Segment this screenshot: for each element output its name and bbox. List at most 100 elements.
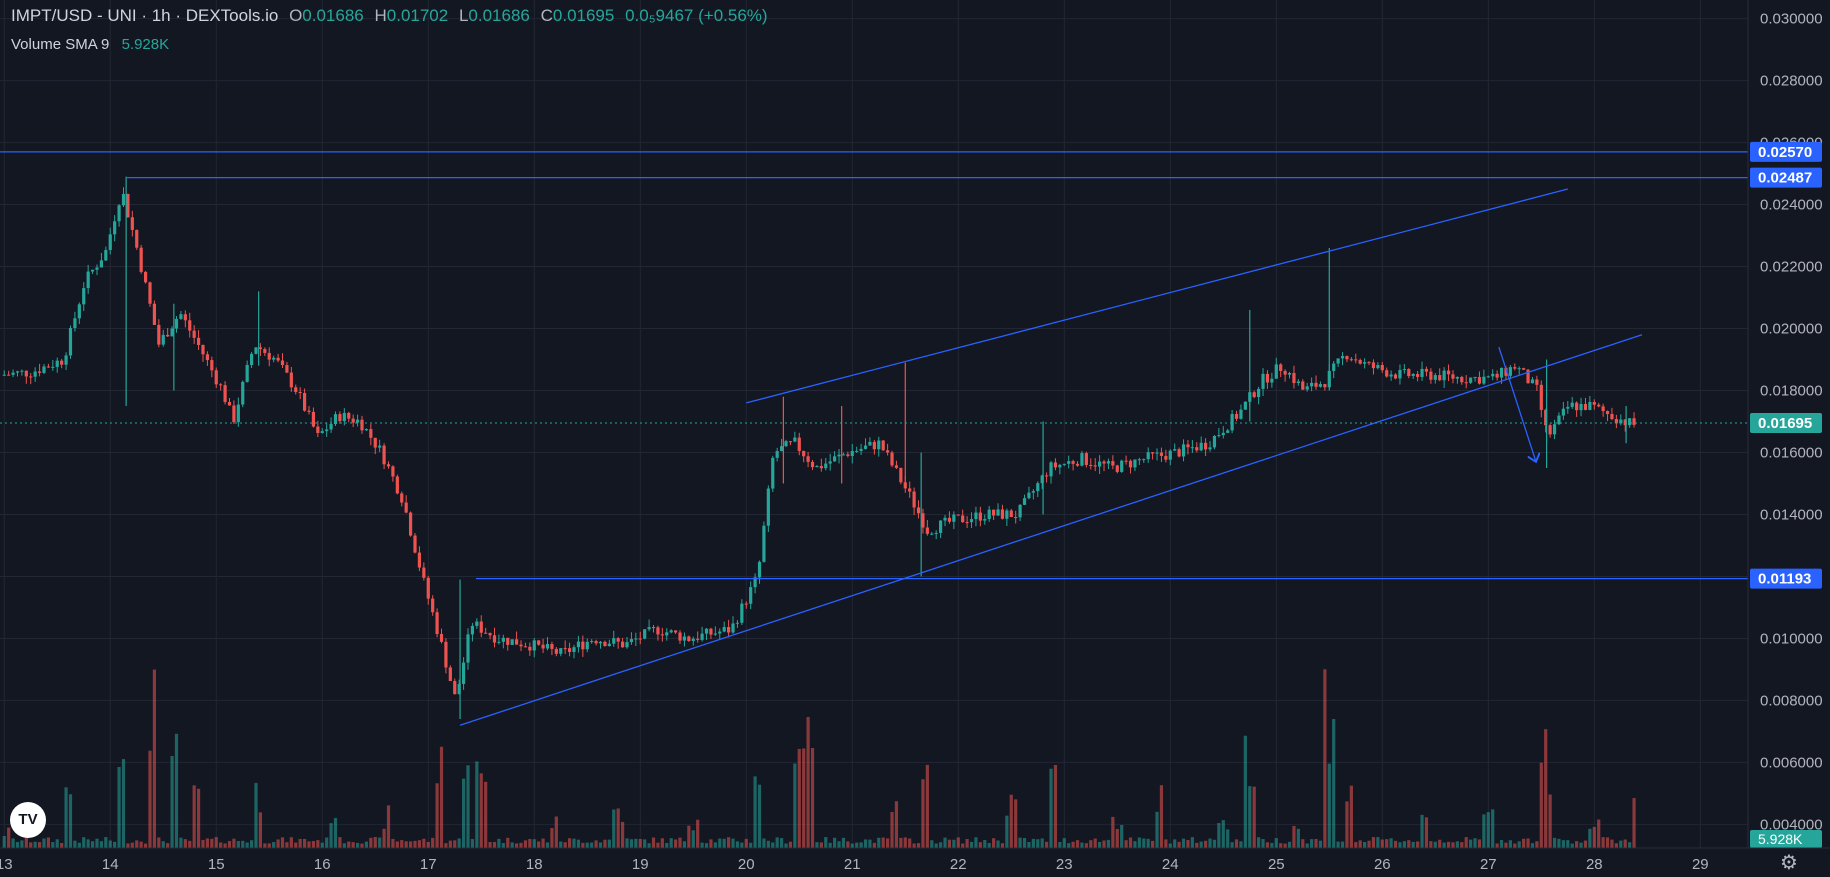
candle-body <box>952 514 956 522</box>
volume-bar <box>1208 838 1212 848</box>
volume-bar <box>1102 840 1106 848</box>
candle-body <box>660 634 664 636</box>
volume-bar <box>1517 841 1521 848</box>
volume-bar <box>475 761 479 848</box>
volume-bar <box>1323 669 1327 848</box>
volume-bar <box>1367 840 1371 848</box>
candle-body <box>1177 449 1181 457</box>
volume-bar <box>1009 794 1013 848</box>
volume-bar <box>625 838 629 848</box>
candle-body <box>1159 452 1164 456</box>
candle-body <box>1323 384 1327 388</box>
volume-bar <box>563 842 567 848</box>
volume-bar <box>797 748 801 848</box>
candle-body <box>528 646 532 651</box>
candle-body <box>1517 368 1521 370</box>
volume-bar <box>1036 839 1040 848</box>
candle-body <box>572 647 576 652</box>
candle-body <box>351 418 355 423</box>
candle-body <box>1296 381 1300 384</box>
candle-body <box>1579 403 1583 411</box>
volume-bar <box>585 842 589 848</box>
candle-body <box>559 648 563 654</box>
candle-body <box>965 522 969 524</box>
volume-bar <box>550 828 554 848</box>
candle-body <box>793 437 797 442</box>
open-value: 0.01686 <box>302 6 364 25</box>
volume-bar <box>205 838 210 848</box>
candle-body <box>1005 510 1009 519</box>
volume-bar <box>1513 843 1517 848</box>
volume-bar <box>232 838 236 848</box>
volume-bar <box>921 779 925 848</box>
candle-body <box>33 371 37 377</box>
volume-bar <box>757 784 762 848</box>
volume-bar <box>775 837 779 848</box>
volume-bar <box>651 837 656 848</box>
volume-sma-value: 5.928K <box>121 36 170 53</box>
candle-body <box>894 465 899 468</box>
settings-gear-icon[interactable]: ⚙ <box>1780 852 1798 874</box>
candle-body <box>484 632 488 634</box>
candle-body <box>439 634 444 642</box>
candle-body <box>1067 461 1071 464</box>
volume-bar <box>1385 839 1389 848</box>
candle-body <box>37 371 42 373</box>
volume-bar <box>837 841 841 848</box>
volume-bar <box>108 840 112 848</box>
candle-body <box>947 517 952 522</box>
volume-bar <box>740 842 744 848</box>
volume-bar <box>51 842 55 848</box>
candle-body <box>1486 376 1490 378</box>
candle-body <box>987 509 991 520</box>
candle-body <box>29 376 33 378</box>
volume-bar <box>912 843 916 848</box>
volume-bar <box>1566 840 1570 848</box>
candle-body <box>514 639 519 645</box>
candle-body <box>916 507 921 514</box>
volume-tag-label: 5.928K <box>1758 831 1803 847</box>
volume-bar <box>395 841 399 848</box>
price-tag-label: 0.01695 <box>1758 415 1812 432</box>
tradingview-logo-icon[interactable]: TV <box>10 802 46 838</box>
volume-bar <box>987 843 991 848</box>
candle-body <box>969 519 974 523</box>
price-tick-label: 0.010000 <box>1760 630 1823 647</box>
volume-bar <box>819 842 823 848</box>
candle-body <box>1018 504 1022 518</box>
volume-bar <box>183 839 187 848</box>
candle-body <box>1265 373 1270 383</box>
candle-body <box>1570 402 1574 407</box>
price-tick-label: 0.022000 <box>1760 259 1823 276</box>
candle-body <box>232 405 236 423</box>
candle-body <box>1045 475 1049 477</box>
candle-body <box>1442 370 1446 381</box>
candle-body <box>1530 379 1535 384</box>
candle-body <box>1305 386 1309 390</box>
volume-bar <box>7 827 11 848</box>
candle-body <box>576 641 581 648</box>
volume-bar <box>974 837 978 848</box>
candle-body <box>828 461 832 464</box>
candle-body <box>1111 461 1115 466</box>
candle-body <box>1173 449 1177 451</box>
candle-body <box>594 641 598 644</box>
candle-body <box>241 381 245 405</box>
volume-bar <box>828 842 832 848</box>
candle-body <box>806 456 810 462</box>
time-tick-label: 20 <box>738 856 755 873</box>
volume-bar <box>391 838 395 848</box>
volume-bar <box>576 839 581 848</box>
candle-body <box>1583 403 1588 410</box>
candle-body <box>1513 367 1517 369</box>
volume-bar <box>718 838 722 848</box>
candle-body <box>68 328 73 356</box>
volume-bar <box>382 828 386 848</box>
candle-body <box>1455 376 1459 379</box>
volume-bar <box>298 838 302 848</box>
candle-body <box>757 561 762 578</box>
candle-body <box>214 370 218 385</box>
volume-bar <box>1614 843 1618 848</box>
candle-body <box>1504 367 1508 376</box>
